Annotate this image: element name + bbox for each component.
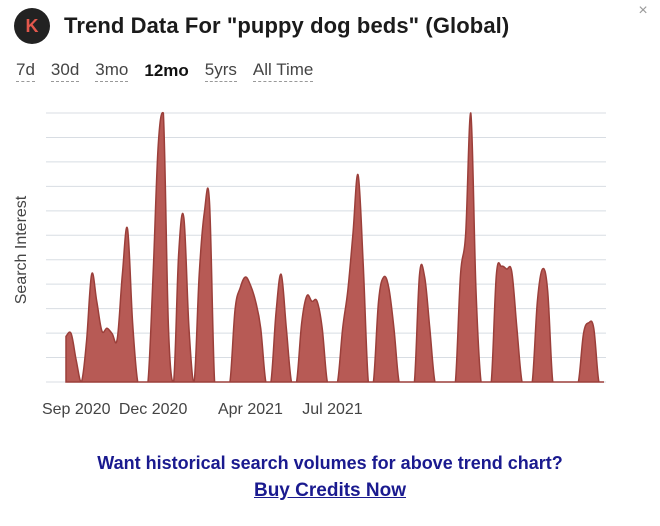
series-area xyxy=(65,111,604,383)
x-axis-ticks: Sep 2020 Dec 2020 Apr 2021 Jul 2021 xyxy=(42,401,363,418)
close-icon[interactable]: × xyxy=(638,2,648,19)
trend-chart: Sep 2020 Dec 2020 Apr 2021 Jul 2021 xyxy=(0,95,660,430)
app-logo-icon: K xyxy=(14,8,50,44)
cta-text: Want historical search volumes for above… xyxy=(97,453,563,473)
x-tick-label: Apr 2021 xyxy=(218,401,283,418)
x-tick-label: Jul 2021 xyxy=(302,401,363,418)
cta-link-wrap: Buy Credits Now xyxy=(0,480,660,502)
buy-credits-link[interactable]: Buy Credits Now xyxy=(253,480,407,501)
timeframe-tabs: 7d 30d 3mo 12mo 5yrs All Time xyxy=(16,60,314,82)
trend-chart-svg: Sep 2020 Dec 2020 Apr 2021 Jul 2021 xyxy=(42,111,606,418)
tab-7d[interactable]: 7d xyxy=(16,60,35,82)
y-axis-label: Search Interest xyxy=(13,195,30,305)
tab-12mo[interactable]: 12mo xyxy=(144,61,189,80)
page-title: Trend Data For "puppy dog beds" (Global) xyxy=(64,13,510,38)
x-tick-label: Sep 2020 xyxy=(42,401,111,418)
tab-3mo[interactable]: 3mo xyxy=(95,60,129,82)
tab-5yrs[interactable]: 5yrs xyxy=(204,60,237,82)
header: K Trend Data For "puppy dog beds" (Globa… xyxy=(14,8,509,44)
tab-all-time[interactable]: All Time xyxy=(252,60,314,82)
x-tick-label: Dec 2020 xyxy=(119,401,188,418)
tab-30d[interactable]: 30d xyxy=(50,60,80,82)
